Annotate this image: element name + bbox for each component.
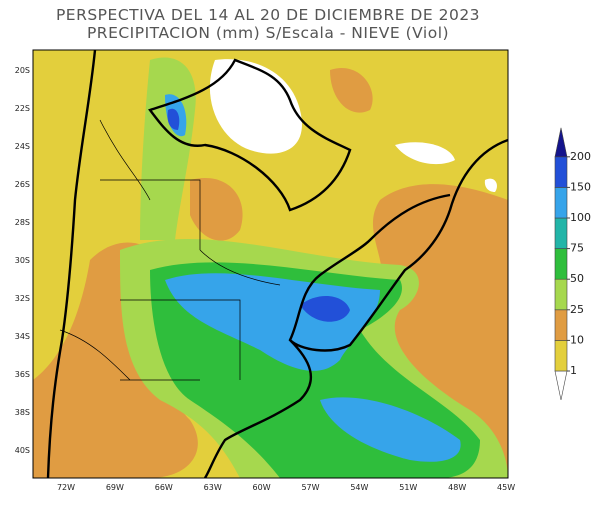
colorbar-label: 50: [570, 272, 584, 285]
colorbar-segment: [554, 156, 568, 188]
colorbar-segment: [554, 248, 568, 280]
lat-label: 30S: [15, 256, 30, 265]
lon-label: 63W: [204, 483, 222, 492]
colorbar-segment: [554, 340, 568, 372]
lon-label: 51W: [399, 483, 417, 492]
colorbar-label: 10: [570, 333, 584, 346]
lon-label: 72W: [57, 483, 75, 492]
title-line: PRECIPITACION (mm) S/Escala - NIEVE (Vio…: [87, 24, 449, 42]
colorbar-label: 75: [570, 242, 584, 255]
province-borders: [59, 119, 281, 381]
lon-label: 69W: [106, 483, 124, 492]
field-blue-dark: [300, 295, 350, 322]
precip-field: [33, 50, 508, 478]
colorbar-segment: [554, 309, 568, 341]
field-white: [395, 142, 455, 165]
lat-label: 28S: [15, 218, 30, 227]
colorbar-label: 150: [570, 180, 591, 193]
border: [46, 50, 97, 478]
colorbar-segment: [554, 217, 568, 249]
lon-label: 60W: [253, 483, 271, 492]
colorbar-segment: [554, 187, 568, 219]
lat-label: 20S: [15, 66, 30, 75]
field-orange: [360, 184, 508, 478]
colorbar-label: 1: [570, 364, 577, 377]
lat-label: 34S: [15, 332, 30, 341]
field-white: [484, 178, 497, 192]
colorbar-label: 200: [570, 150, 591, 163]
field-blue-dark: [167, 108, 180, 130]
title-line: PERSPECTIVA DEL 14 AL 20 DE DICIEMBRE DE…: [56, 6, 480, 24]
lat-label: 36S: [15, 370, 30, 379]
lon-label: 45W: [497, 483, 515, 492]
field-orange: [190, 178, 243, 241]
field-orange: [330, 68, 373, 113]
lat-label: 32S: [15, 294, 30, 303]
coast: [203, 138, 508, 478]
border: [148, 58, 352, 212]
colorbar-low: [554, 370, 568, 401]
field-blue: [320, 397, 461, 462]
lat-label: 40S: [15, 446, 30, 455]
lat-label: 38S: [15, 408, 30, 417]
lat-label: 26S: [15, 180, 30, 189]
colorbar-high: [554, 127, 568, 158]
lon-label: 48W: [448, 483, 466, 492]
lon-label: 57W: [301, 483, 319, 492]
lon-label: 54W: [350, 483, 368, 492]
colorbar-label: 100: [570, 211, 591, 224]
colorbar-segment: [554, 278, 568, 311]
lat-label: 22S: [15, 104, 30, 113]
colorbar-label: 25: [570, 303, 584, 316]
lat-label: 24S: [15, 142, 30, 151]
map-frame: [32, 49, 509, 479]
lon-label: 66W: [155, 483, 173, 492]
